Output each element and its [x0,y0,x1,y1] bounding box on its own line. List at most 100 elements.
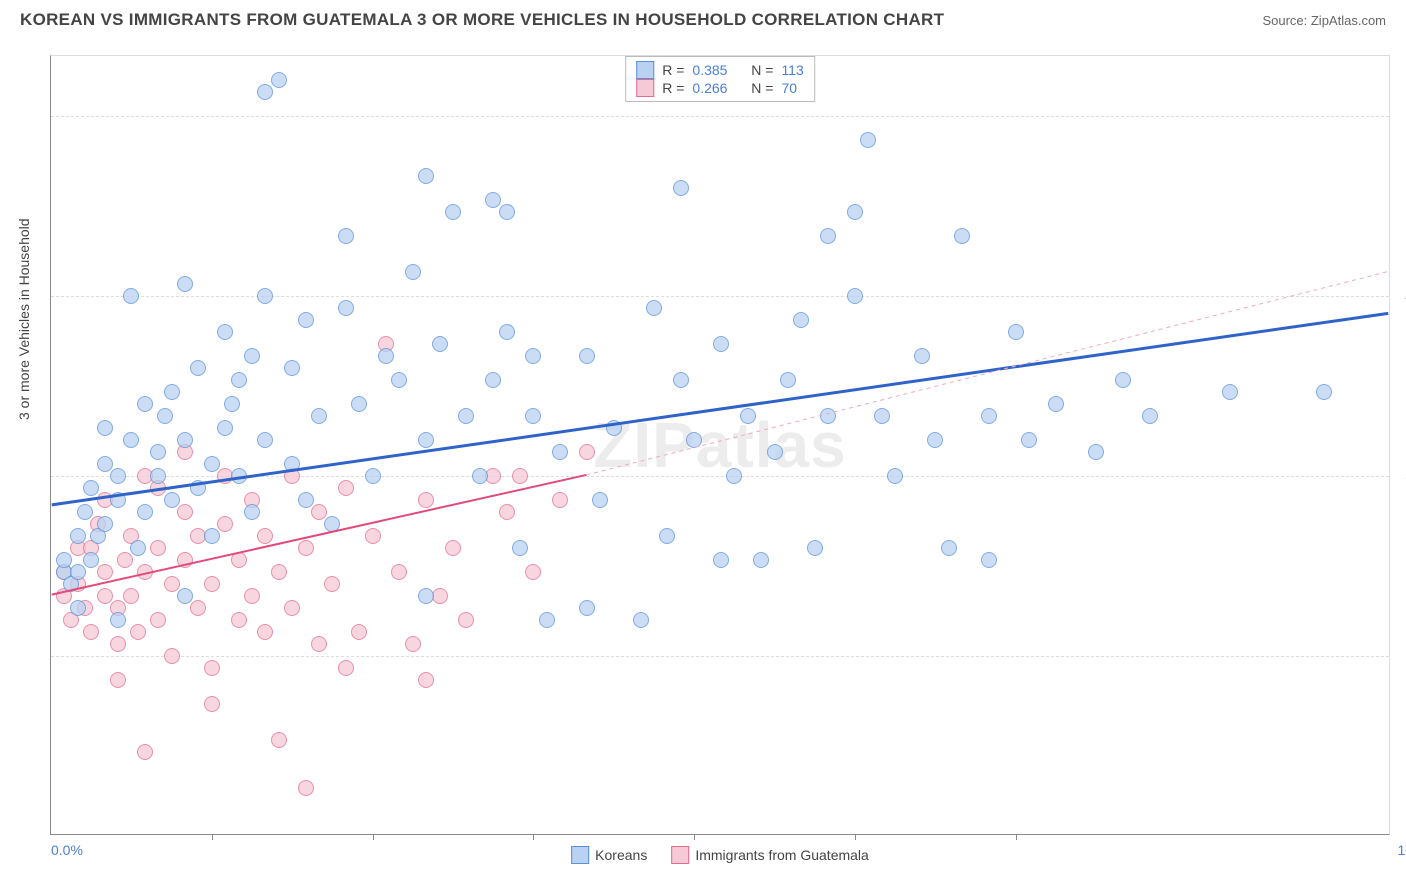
legend-swatch-series-2 [671,846,689,864]
data-point [231,552,247,568]
data-point [271,564,287,580]
data-point [284,600,300,616]
data-point [110,492,126,508]
data-point [753,552,769,568]
data-point [1142,408,1158,424]
data-point [110,468,126,484]
gridline [51,656,1389,657]
data-point [130,624,146,640]
data-point [1021,432,1037,448]
data-point [418,432,434,448]
series-legend: Koreans Immigrants from Guatemala [571,846,869,864]
data-point [432,336,448,352]
data-point [914,348,930,364]
stats-legend: R = 0.385 N = 113 R = 0.266 N = 70 [625,56,815,102]
data-point [1008,324,1024,340]
data-point [137,564,153,580]
data-point [217,420,233,436]
data-point [298,492,314,508]
legend-label: Immigrants from Guatemala [695,847,869,863]
data-point [298,312,314,328]
data-point [847,288,863,304]
data-point [97,456,113,472]
data-point [110,636,126,652]
x-tick [533,834,534,840]
r-value: 0.266 [692,80,727,96]
data-point [981,552,997,568]
data-point [257,624,273,640]
r-label: R = [662,80,684,96]
data-point [150,612,166,628]
data-point [97,588,113,604]
legend-swatch-series-2 [636,79,654,97]
data-point [83,624,99,640]
legend-swatch-series-1 [571,846,589,864]
data-point [311,636,327,652]
data-point [981,408,997,424]
data-point [70,528,86,544]
data-point [606,420,622,436]
x-max-label: 100.0% [1398,842,1406,858]
data-point [1115,372,1131,388]
data-point [1048,396,1064,412]
data-point [579,348,595,364]
data-point [97,564,113,580]
data-point [164,492,180,508]
data-point [499,504,515,520]
source-label: Source: ZipAtlas.com [1262,13,1386,28]
legend-row: R = 0.266 N = 70 [636,79,804,97]
data-point [1088,444,1104,460]
r-value: 0.385 [692,62,727,78]
n-label: N = [751,80,773,96]
data-point [190,360,206,376]
data-point [190,600,206,616]
data-point [780,372,796,388]
data-point [713,552,729,568]
x-tick [855,834,856,840]
chart-title: KOREAN VS IMMIGRANTS FROM GUATEMALA 3 OR… [20,10,944,30]
x-tick [212,834,213,840]
data-point [592,492,608,508]
data-point [458,408,474,424]
data-point [150,444,166,460]
data-point [820,408,836,424]
data-point [130,540,146,556]
data-point [231,372,247,388]
data-point [552,444,568,460]
data-point [726,468,742,484]
data-point [405,636,421,652]
data-point [941,540,957,556]
data-point [378,348,394,364]
data-point [284,456,300,472]
data-point [405,264,421,280]
data-point [820,228,836,244]
data-point [512,540,528,556]
data-point [257,432,273,448]
legend-item: Koreans [571,846,647,864]
data-point [351,624,367,640]
data-point [579,444,595,460]
data-point [123,588,139,604]
data-point [70,564,86,580]
data-point [164,384,180,400]
data-point [338,300,354,316]
data-point [793,312,809,328]
data-point [271,72,287,88]
data-point [137,744,153,760]
data-point [927,432,943,448]
data-point [110,672,126,688]
legend-label: Koreans [595,847,647,863]
data-point [83,552,99,568]
n-label: N = [751,62,773,78]
data-point [231,468,247,484]
data-point [1222,384,1238,400]
data-point [123,288,139,304]
data-point [418,588,434,604]
data-point [539,612,555,628]
data-point [271,732,287,748]
data-point [231,612,247,628]
data-point [713,336,729,352]
data-point [311,504,327,520]
legend-swatch-series-1 [636,61,654,79]
data-point [77,504,93,520]
